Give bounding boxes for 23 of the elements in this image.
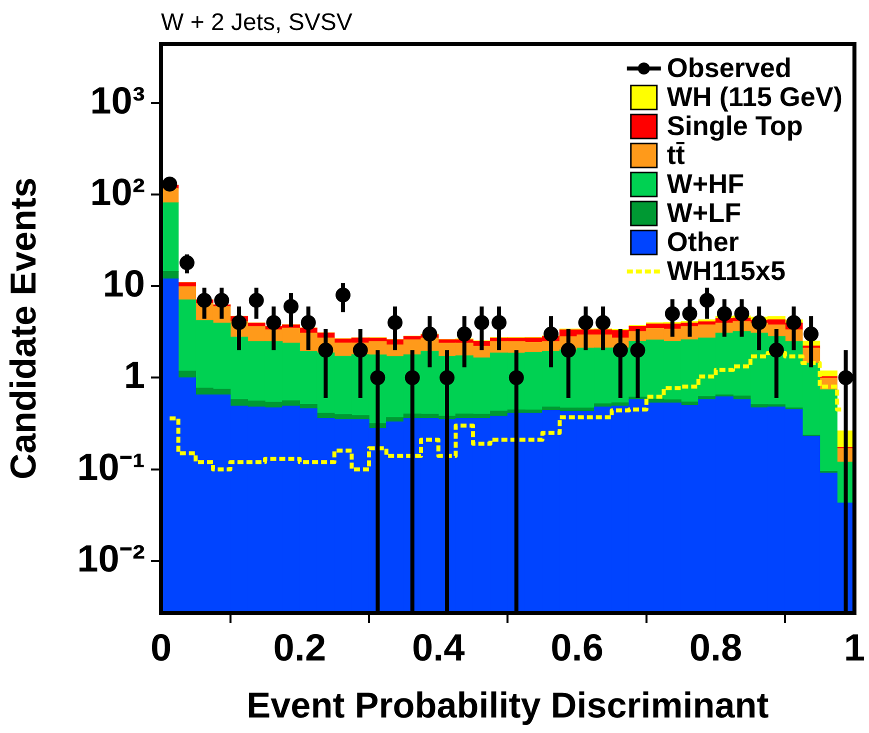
legend-label: WH115x5: [666, 256, 786, 286]
x-tick-label: 0.2: [273, 627, 326, 670]
legend-label: Observed: [666, 52, 792, 83]
x-tick-label: 0.6: [550, 627, 604, 670]
x-tick-label: 0.4: [412, 627, 465, 670]
legend-label: W+LF: [666, 198, 742, 228]
y-tick-label: 10²: [90, 172, 145, 214]
y-axis-title: Candidate Events: [2, 177, 44, 480]
y-tick-label: 10: [102, 264, 145, 306]
x-tick-label: 0.8: [689, 627, 742, 670]
y-tick-label: 10⁻²: [77, 538, 145, 580]
legend-label: tt̄: [666, 140, 686, 170]
y-tick-label: 10⁻¹: [77, 446, 145, 489]
legend-label: W+HF: [666, 168, 744, 199]
legend-label: Single Top: [666, 110, 803, 141]
x-axis-title: Event Probability Discriminant: [246, 684, 769, 726]
y-tick-label: 10³: [90, 80, 145, 122]
x-tick-label: 0: [150, 627, 172, 670]
legend-label: Other: [666, 226, 740, 257]
x-tick-label: 1: [844, 627, 866, 670]
chart-title: W + 2 Jets, SVSV: [161, 9, 352, 36]
y-tick-label: 1: [124, 355, 145, 398]
legend-label: WH (115 GeV): [666, 82, 842, 112]
